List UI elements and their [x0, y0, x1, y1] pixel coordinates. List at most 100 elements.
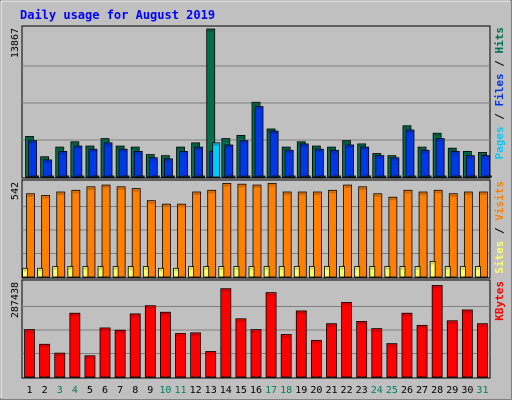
bar-shade — [478, 324, 487, 327]
bar-shade — [207, 30, 214, 32]
bar-shade — [295, 267, 299, 270]
bar-shade — [312, 341, 321, 344]
x-tick-label-13: 13 — [205, 385, 217, 396]
bar-shade — [479, 153, 486, 156]
bar-visits-day-27 — [418, 191, 428, 278]
legend-text: Pages / Files / Hits — [493, 27, 506, 160]
bar-kbytes-day-16 — [250, 329, 262, 378]
bar-shade — [236, 319, 245, 322]
x-tick-label-28: 28 — [431, 385, 443, 396]
bar-pages-day-5 — [91, 175, 100, 178]
bar-files-day-24 — [375, 155, 385, 178]
x-tick-label-7: 7 — [117, 385, 123, 396]
x-tick-label-17: 17 — [265, 385, 277, 396]
bar-kbytes-day-15 — [235, 318, 247, 378]
x-tick-label-25: 25 — [386, 385, 398, 396]
bar-shade — [146, 306, 155, 309]
bar-shade — [452, 152, 459, 155]
bar-kbytes-day-26 — [401, 312, 413, 378]
bar-shade — [420, 193, 427, 196]
bar-sites-day-21 — [324, 266, 330, 278]
bar-shade — [297, 311, 306, 314]
bar-shade — [27, 194, 34, 197]
bar-kbytes-day-14 — [220, 288, 232, 378]
bar-shade — [117, 147, 124, 150]
bar-files-day-21 — [330, 149, 339, 178]
bar-shade — [85, 356, 94, 359]
bar-shade — [99, 267, 103, 270]
legend-kbytes: KBytes — [493, 281, 506, 321]
bar-shade — [192, 143, 199, 146]
bar-shade — [467, 156, 474, 159]
bar-files-day-14 — [224, 144, 234, 178]
bar-sites-day-8 — [127, 266, 134, 278]
bar-shade — [461, 267, 465, 270]
x-tick-label-21: 21 — [325, 385, 337, 396]
bar-visits-day-14 — [222, 182, 232, 278]
bar-pages-day-11 — [182, 175, 190, 178]
x-tick-label-29: 29 — [446, 385, 458, 396]
x-tick-label-2: 2 — [42, 385, 48, 396]
bar-shade — [225, 145, 232, 148]
bar-shade — [189, 267, 193, 270]
bar-visits-day-24 — [373, 193, 383, 278]
bar-pages-day-22 — [348, 175, 356, 178]
panel-max-label: 13867 — [10, 28, 21, 58]
bar-shade — [23, 269, 27, 272]
bar-files-day-27 — [420, 149, 430, 178]
bar-sites-day-18 — [278, 266, 285, 278]
panel-legend: Pages / Files / Hits — [493, 27, 506, 160]
bar-sites-day-31 — [475, 266, 481, 278]
bar-shade — [70, 314, 79, 317]
bar-pages-day-12 — [197, 175, 206, 178]
x-tick-label-11: 11 — [174, 385, 186, 396]
bar-shade — [89, 150, 96, 153]
bar-shade — [55, 354, 64, 357]
bar-shade — [26, 137, 33, 140]
bar-shade — [437, 139, 444, 142]
bar-visits-day-3 — [56, 191, 66, 278]
bar-shade — [387, 344, 396, 347]
x-tick-label-23: 23 — [356, 385, 368, 396]
bar-pages-day-3 — [61, 175, 70, 178]
bar-shade — [346, 145, 353, 148]
bar-visits-day-19 — [297, 191, 307, 278]
bar-sites-day-27 — [414, 266, 421, 278]
bar-pages-day-24 — [378, 175, 387, 178]
bar-pages-day-14 — [227, 175, 236, 178]
bar-shade — [422, 151, 429, 154]
bar-shade — [250, 267, 253, 270]
bar-kbytes-day-17 — [265, 292, 277, 378]
bar-visits-day-10 — [162, 203, 171, 278]
bar-kbytes-day-31 — [477, 323, 488, 378]
bar-shade — [195, 148, 202, 151]
bar-shade — [40, 345, 49, 348]
bar-shade — [83, 267, 87, 270]
bar-pages-day-26 — [408, 175, 417, 178]
bar-visits-day-2 — [41, 195, 51, 278]
panel-max-label: 287438 — [10, 282, 21, 318]
x-tick-label-8: 8 — [132, 385, 138, 396]
x-tick-label-15: 15 — [235, 385, 247, 396]
bar-shade — [271, 132, 278, 135]
bar-sites-day-12 — [188, 266, 195, 278]
bar-shade — [174, 269, 178, 272]
bar-shade — [105, 143, 112, 146]
bar-visits-day-12 — [192, 191, 202, 278]
bar-files-day-1 — [28, 140, 37, 178]
bar-shade — [419, 148, 426, 151]
bar-shade — [213, 143, 219, 146]
bar-files-day-3 — [58, 150, 68, 178]
panel-max-label: 542 — [10, 182, 21, 200]
bar-kbytes-day-29 — [446, 320, 458, 378]
bar-shade — [42, 196, 49, 199]
bar-shade — [389, 198, 396, 201]
x-tick-label-16: 16 — [250, 385, 262, 396]
bar-shade — [147, 155, 154, 158]
bar-sites-day-28 — [429, 260, 436, 278]
x-tick-label-30: 30 — [461, 385, 473, 396]
bar-shade — [150, 158, 157, 161]
bar-files-day-7 — [118, 148, 128, 178]
bar-shade — [313, 147, 320, 150]
